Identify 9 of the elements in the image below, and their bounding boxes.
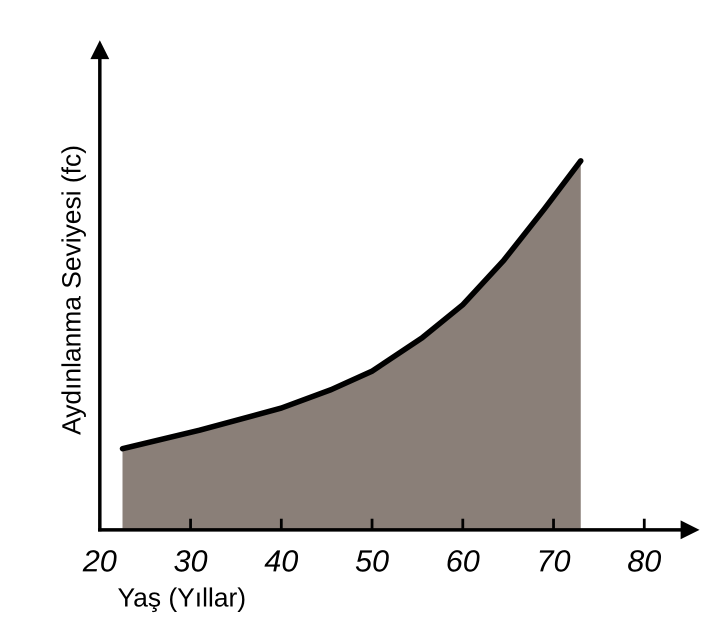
x-tick-label: 60 (448, 550, 480, 572)
x-tick-label: 80 (628, 550, 662, 572)
x-tick-label: 50 (356, 550, 389, 572)
x-axis-title: Yaş (Yıllar) (118, 587, 244, 612)
y-axis-title: Aydınlanma Seviyesi (fc) (61, 146, 86, 435)
x-tick-label: 40 (264, 550, 298, 572)
x-tick-label: 70 (540, 550, 570, 572)
x-tick-label: 20 (82, 550, 117, 572)
x-tick-label: 30 (174, 550, 208, 572)
